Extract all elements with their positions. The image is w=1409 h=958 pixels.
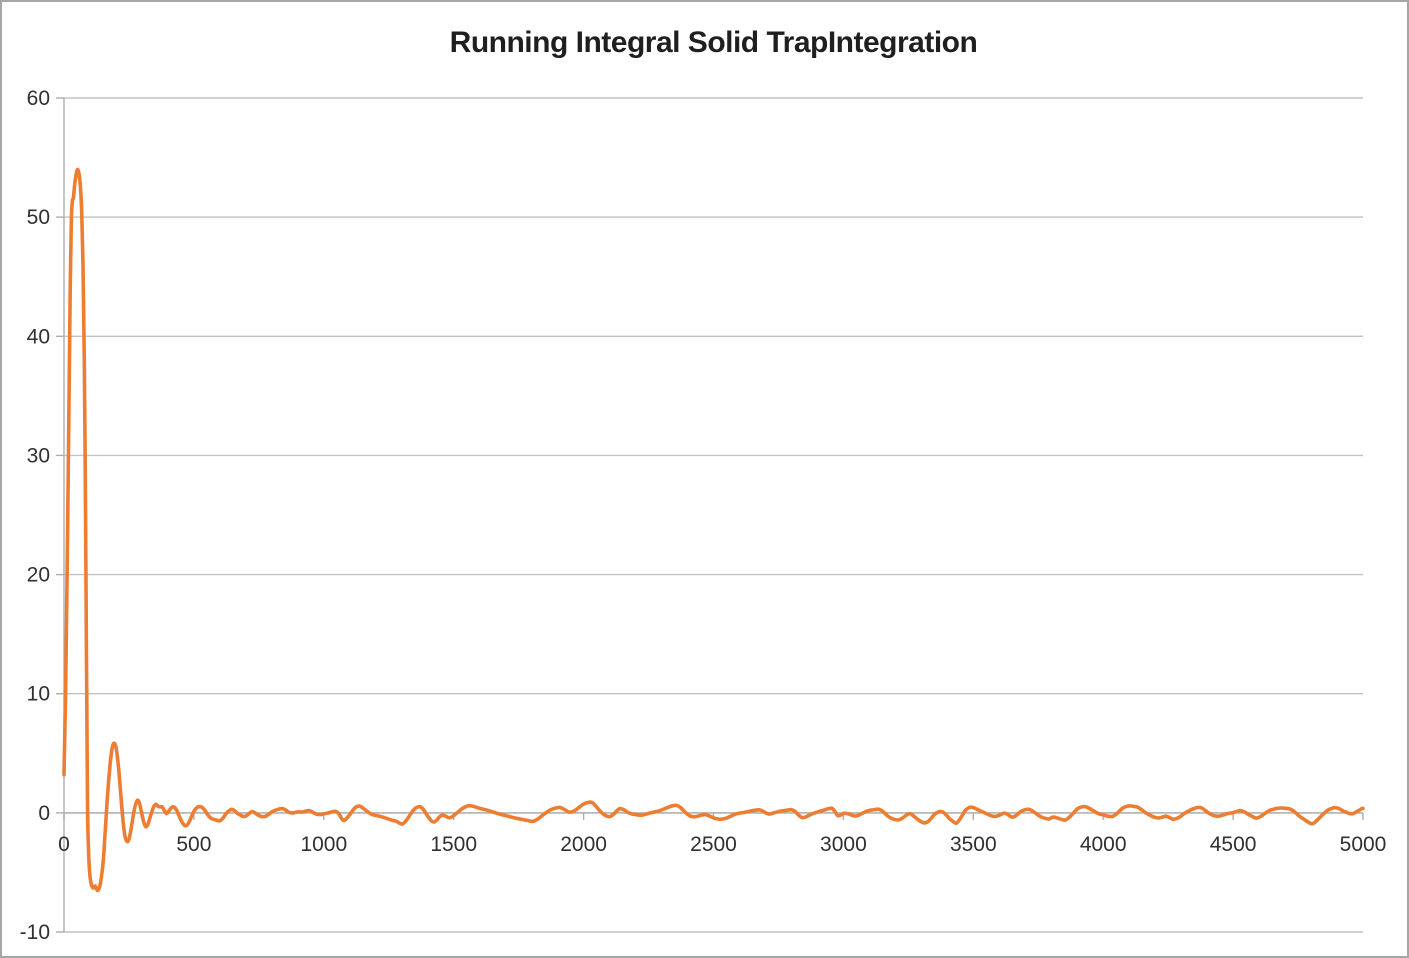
y-tick-label: 10 bbox=[27, 683, 50, 706]
y-tick-label: 40 bbox=[27, 325, 50, 348]
x-tick-label: 1000 bbox=[300, 833, 347, 856]
x-tick-label: 4500 bbox=[1210, 833, 1257, 856]
x-tick-label: 2500 bbox=[690, 833, 737, 856]
y-tick-label: 30 bbox=[27, 444, 50, 467]
chart-title: Running Integral Solid TrapIntegration bbox=[449, 26, 978, 59]
x-tick-label: 4000 bbox=[1080, 833, 1127, 856]
y-tick-label: 0 bbox=[38, 802, 50, 825]
x-tick-label: 0 bbox=[58, 833, 70, 856]
y-tick-label: -10 bbox=[20, 921, 50, 944]
x-tick-label: 5000 bbox=[1340, 833, 1387, 856]
x-tick-label: 3000 bbox=[820, 833, 867, 856]
x-tick-label: 3500 bbox=[950, 833, 997, 856]
y-tick-label: 20 bbox=[27, 564, 50, 587]
x-tick-label: 2000 bbox=[560, 833, 607, 856]
x-tick-label: 500 bbox=[176, 833, 211, 856]
series-line bbox=[62, 167, 1365, 893]
x-tick-label: 1500 bbox=[430, 833, 477, 856]
y-tick-label: 50 bbox=[27, 206, 50, 229]
y-tick-label: 60 bbox=[27, 87, 50, 110]
